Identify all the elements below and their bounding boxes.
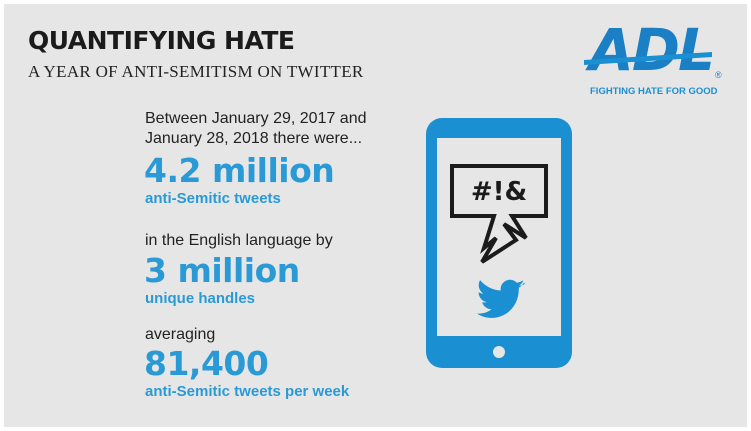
- stat-label: anti-Semitic tweets: [145, 190, 281, 207]
- stat-label: unique handles: [145, 290, 255, 307]
- logo-stripe: [584, 52, 714, 72]
- subtitle: A YEAR OF ANTI-SEMITISM ON TWITTER: [28, 62, 364, 82]
- phone-icon: #!&: [424, 116, 576, 372]
- logo: ADL: [589, 16, 713, 84]
- infographic: QUANTIFYING HATE A YEAR OF ANTI-SEMITISM…: [4, 4, 747, 427]
- stat-number: 3 million: [144, 251, 300, 290]
- registered-mark: ®: [715, 70, 722, 80]
- title: QUANTIFYING HATE: [28, 26, 295, 55]
- intro-line: January 28, 2018 there were...: [145, 130, 362, 148]
- tagline: FIGHTING HATE FOR GOOD: [590, 86, 718, 97]
- intro-line: Between January 29, 2017 and: [145, 110, 367, 128]
- stat-lead: in the English language by: [145, 232, 333, 250]
- stat-number: 81,400: [144, 344, 268, 383]
- stat-number: 4.2 million: [144, 151, 334, 190]
- stat-lead: averaging: [145, 326, 215, 344]
- bubble-text: #!&: [471, 177, 527, 207]
- stat-label: anti-Semitic tweets per week: [145, 383, 349, 400]
